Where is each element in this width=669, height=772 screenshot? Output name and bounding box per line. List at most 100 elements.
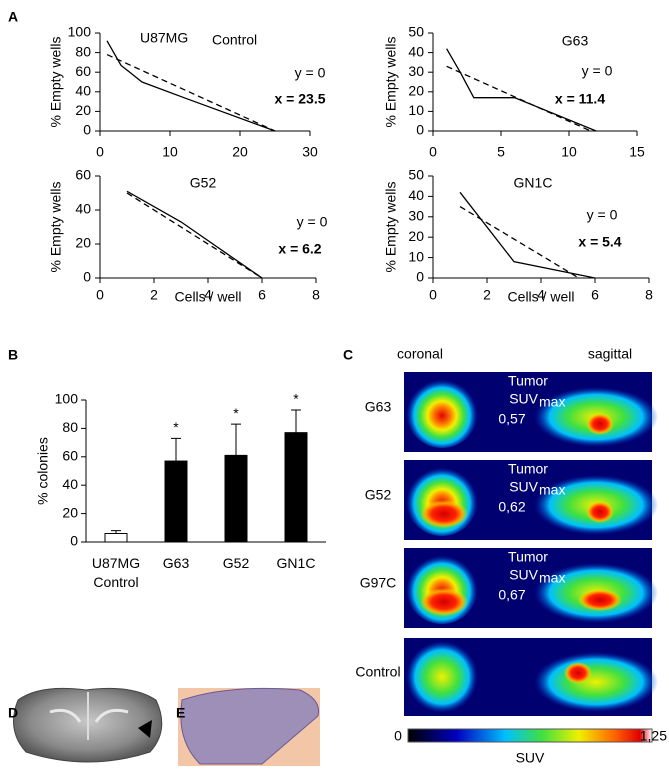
data-line (459, 191, 596, 279)
y-tick-label: 10 (408, 102, 424, 118)
y-tick-label: 40 (408, 43, 424, 59)
x-tick-label: 4 (537, 287, 545, 303)
annotation: x = 11.4 (555, 91, 605, 107)
metric-subscript: max (539, 482, 565, 498)
y-tick-label: 60 (75, 167, 91, 183)
annotation: x = 5.4 (578, 234, 621, 250)
bar (224, 454, 248, 543)
x-axis-label: Cells / well (175, 289, 242, 305)
y-tick-label: 0 (416, 269, 424, 285)
colorbar-max: 1,25 (640, 728, 667, 744)
row-label: G63 (365, 399, 392, 415)
panel-label: A (8, 9, 18, 25)
metric-value: 0,67 (498, 587, 525, 603)
metric-subscript: max (539, 570, 565, 586)
brain-ventricles (49, 708, 129, 723)
y-tick-label: 80 (62, 419, 78, 435)
x-tick-label: 0 (96, 144, 104, 160)
y-tick-label: 0 (83, 269, 91, 285)
pet-sagittal-hot (578, 589, 622, 611)
x-tick-label: 2 (150, 287, 158, 303)
y-tick-label: 40 (75, 83, 91, 99)
chart-title: GN1C (514, 175, 553, 191)
significance-mark: * (233, 405, 239, 421)
panel-label: C (343, 347, 353, 363)
pet-coronal-hot (420, 588, 468, 616)
x-tick-label: 8 (645, 287, 653, 303)
y-axis-label: % colonies (35, 437, 51, 505)
error-bar (291, 409, 301, 433)
x-tick-label: GN1C (276, 555, 316, 571)
y-tick-label: 40 (62, 476, 78, 492)
bar (104, 532, 128, 543)
pet-sagittal (534, 652, 658, 712)
view-label: sagittal (588, 346, 632, 362)
x-tick-label: 20 (232, 144, 248, 160)
metric-subscript: max (539, 394, 565, 410)
fit-line (126, 192, 263, 279)
fit-line (106, 53, 276, 132)
chart-title: U87MG (140, 30, 188, 46)
bar (284, 432, 308, 543)
chart-title: G63 (562, 33, 589, 49)
row-label: G97C (360, 575, 397, 591)
y-tick-label: 20 (408, 83, 424, 99)
panel-label: D (8, 705, 18, 721)
panel-label: E (176, 705, 185, 721)
bar (164, 460, 188, 543)
x-tick-label: 0 (96, 287, 104, 303)
pet-sagittal-hot (586, 413, 614, 435)
y-tick-label: 40 (75, 201, 91, 217)
metric-label: SUV (509, 479, 538, 495)
x-tick-label: 0 (429, 144, 437, 160)
x-tick-label: 0 (429, 287, 437, 303)
annotation: y = 0 (587, 207, 618, 223)
annotation: x = 23.5 (275, 91, 326, 107)
colorbar-min: 0 (394, 728, 402, 744)
x-tick-label: 6 (258, 287, 266, 303)
pet-images (404, 372, 658, 716)
fit-line (446, 65, 592, 132)
colorbar-title: SUV (516, 750, 545, 766)
y-tick-label: 20 (75, 102, 91, 118)
x-axis-label: Cells / well (508, 289, 575, 305)
x-tick-label: 6 (591, 287, 599, 303)
x-tick-label: 8 (312, 287, 320, 303)
tumor-arrow (138, 720, 152, 738)
y-tick-label: 30 (408, 63, 424, 79)
annotation: y = 0 (297, 214, 328, 230)
row-label: Control (355, 664, 400, 680)
tumor-label: Tumor (508, 373, 548, 389)
fit-line (459, 206, 580, 279)
x-tick-label: 2 (483, 287, 491, 303)
pet-coronal-hot (420, 500, 468, 528)
y-tick-label: 0 (70, 533, 78, 549)
row-label: G52 (365, 487, 392, 503)
colorbar (407, 728, 653, 743)
data-line (106, 40, 276, 132)
y-tick-label: 100 (55, 391, 79, 407)
chart-subtitle: Control (212, 32, 257, 48)
x-tick-label: 30 (302, 144, 318, 160)
view-label: coronal (397, 346, 443, 362)
chart-title: G52 (190, 175, 217, 191)
y-tick-label: 20 (62, 504, 78, 520)
x-tick-label: 5 (497, 144, 505, 160)
pet-coronal (406, 376, 478, 448)
error-bar (111, 530, 121, 534)
x-tick-label: 10 (561, 144, 577, 160)
y-tick-label: 0 (416, 122, 424, 138)
y-tick-label: 0 (83, 122, 91, 138)
y-tick-label: 20 (408, 228, 424, 244)
y-axis-label: % Empty wells (48, 181, 64, 272)
x-tick-label: 15 (629, 144, 645, 160)
panel-label: B (8, 347, 18, 363)
x-tick-label: G63 (162, 555, 190, 571)
error-bar (171, 437, 181, 462)
y-tick-label: 30 (408, 208, 424, 224)
pet-sagittal-hot (564, 662, 592, 684)
annotation: y = 0 (295, 65, 326, 81)
metric-value: 0,62 (498, 499, 525, 515)
